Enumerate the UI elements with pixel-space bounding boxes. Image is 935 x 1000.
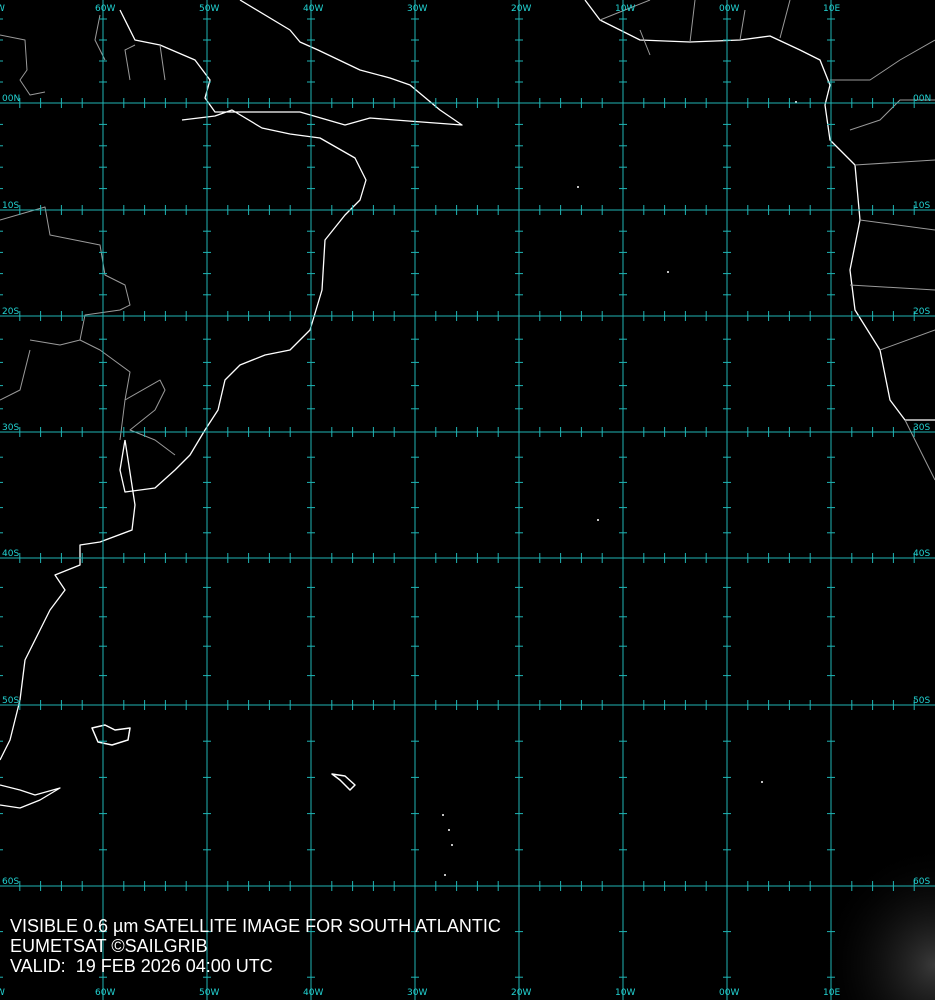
longitude-label-bottom: 10E [823,988,840,998]
longitude-label-top: 10W [615,4,635,14]
longitude-label-top: 60W [95,4,115,14]
latitude-label-right: 20S [913,307,930,317]
tierra-del-fuego [0,784,61,809]
latitude-label-right: 10S [913,201,930,211]
longitude-label-top: 30W [407,4,427,14]
south-america-coastline [0,0,463,761]
south-georgia [331,773,356,791]
latitude-label-left: 00N [2,94,20,104]
latitude-label-right: 60S [913,877,930,887]
longitude-label-top: 50W [199,4,219,14]
latitude-label-left: 30S [2,423,19,433]
south-america-borders [0,14,176,456]
longitude-label-top: 10E [823,4,840,14]
longitude-label-bottom: 10W [615,988,635,998]
caption-credit: EUMETSAT ©SAILGRIB [10,936,208,956]
caption-title: VISIBLE 0.6 µm SATELLITE IMAGE FOR SOUTH… [10,916,501,936]
longitude-label-bottom: 60W [95,988,115,998]
caption-valid-time: VALID: 19 FEB 2026 04:00 UTC [10,956,273,976]
small-islands [442,101,797,876]
longitude-label-bottom: 00W [719,988,739,998]
longitude-label-bottom: 40W [303,988,323,998]
longitude-label-top: 40W [303,4,323,14]
latitude-label-right: 50S [913,696,930,706]
longitude-label-bottom: 20W [511,988,531,998]
falkland-islands [91,724,131,746]
cloud-haze [600,650,935,1000]
africa-borders [599,0,935,481]
longitude-label-top: 00W [719,4,739,14]
longitude-label-top: 20W [511,4,531,14]
latitude-label-right: 00N [913,94,931,104]
latitude-label-right: 30S [913,423,930,433]
latitude-label-left: 40S [2,549,19,559]
latitude-label-left: 20S [2,307,19,317]
longitude-label-top: W [0,4,5,14]
latitude-label-left: 10S [2,201,19,211]
latitude-label-right: 40S [913,549,930,559]
image-caption: VISIBLE 0.6 µm SATELLITE IMAGE FOR SOUTH… [10,916,501,976]
longitude-label-bottom: 50W [199,988,219,998]
latitude-label-left: 60S [2,877,19,887]
longitude-label-bottom: 30W [407,988,427,998]
longitude-label-bottom: W [0,988,5,998]
latitude-label-left: 50S [2,696,19,706]
